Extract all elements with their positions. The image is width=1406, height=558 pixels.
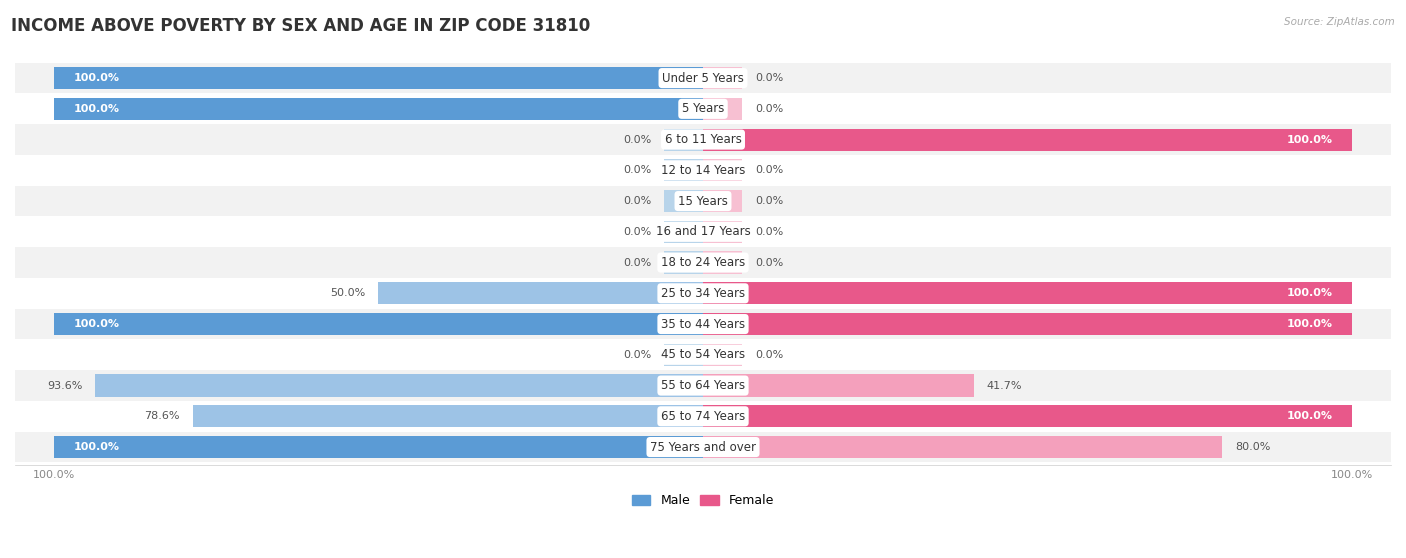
Bar (15, 432, 1391, 463)
Bar (703, 252, 742, 273)
Text: 0.0%: 0.0% (755, 165, 783, 175)
Bar (703, 128, 1353, 151)
Bar (703, 190, 742, 212)
Bar (664, 190, 703, 212)
Text: 0.0%: 0.0% (623, 350, 651, 360)
Bar (703, 374, 974, 397)
Text: 16 and 17 Years: 16 and 17 Years (655, 225, 751, 238)
Bar (703, 159, 742, 181)
Bar (664, 344, 703, 366)
Bar (15, 309, 1391, 339)
Bar (703, 221, 742, 243)
Text: 0.0%: 0.0% (755, 196, 783, 206)
Bar (703, 313, 1353, 335)
Text: 41.7%: 41.7% (987, 381, 1022, 391)
Text: 100.0%: 100.0% (1286, 411, 1333, 421)
Text: 55 to 64 Years: 55 to 64 Years (661, 379, 745, 392)
Bar (664, 252, 703, 273)
Bar (15, 370, 1391, 401)
Bar (15, 339, 1391, 370)
Bar (664, 159, 703, 181)
Bar (664, 128, 703, 151)
Text: 0.0%: 0.0% (623, 165, 651, 175)
Bar (703, 282, 1353, 304)
Text: 0.0%: 0.0% (623, 227, 651, 237)
Text: 12 to 14 Years: 12 to 14 Years (661, 164, 745, 177)
Text: 75 Years and over: 75 Years and over (650, 441, 756, 454)
Text: 0.0%: 0.0% (623, 134, 651, 145)
Text: 0.0%: 0.0% (623, 258, 651, 268)
Text: 0.0%: 0.0% (755, 350, 783, 360)
Bar (664, 221, 703, 243)
Text: 78.6%: 78.6% (145, 411, 180, 421)
Bar (15, 278, 1391, 309)
Text: 6 to 11 Years: 6 to 11 Years (665, 133, 741, 146)
Bar (96, 374, 703, 397)
Bar (53, 98, 703, 120)
Text: 0.0%: 0.0% (755, 227, 783, 237)
Text: 80.0%: 80.0% (1236, 442, 1271, 452)
Text: 100.0%: 100.0% (73, 104, 120, 114)
Bar (378, 282, 703, 304)
Text: 100.0%: 100.0% (1286, 319, 1333, 329)
Bar (703, 436, 1222, 458)
Bar (15, 217, 1391, 247)
Text: 100.0%: 100.0% (1286, 288, 1333, 299)
Bar (53, 313, 703, 335)
Text: 0.0%: 0.0% (755, 258, 783, 268)
Bar (15, 247, 1391, 278)
Text: 100.0%: 100.0% (73, 73, 120, 83)
Text: 0.0%: 0.0% (623, 196, 651, 206)
Text: 18 to 24 Years: 18 to 24 Years (661, 256, 745, 269)
Legend: Male, Female: Male, Female (627, 489, 779, 512)
Text: 25 to 34 Years: 25 to 34 Years (661, 287, 745, 300)
Text: INCOME ABOVE POVERTY BY SEX AND AGE IN ZIP CODE 31810: INCOME ABOVE POVERTY BY SEX AND AGE IN Z… (11, 17, 591, 35)
Bar (703, 98, 742, 120)
Bar (703, 344, 742, 366)
Bar (15, 124, 1391, 155)
Bar (193, 405, 703, 427)
Bar (15, 401, 1391, 432)
Bar (703, 67, 742, 89)
Text: Source: ZipAtlas.com: Source: ZipAtlas.com (1284, 17, 1395, 27)
Text: 0.0%: 0.0% (755, 104, 783, 114)
Text: 45 to 54 Years: 45 to 54 Years (661, 348, 745, 362)
Bar (15, 62, 1391, 93)
Text: Under 5 Years: Under 5 Years (662, 71, 744, 85)
Bar (53, 67, 703, 89)
Text: 35 to 44 Years: 35 to 44 Years (661, 318, 745, 330)
Text: 5 Years: 5 Years (682, 102, 724, 116)
Bar (703, 405, 1353, 427)
Bar (53, 436, 703, 458)
Bar (15, 155, 1391, 186)
Text: 93.6%: 93.6% (48, 381, 83, 391)
Text: 15 Years: 15 Years (678, 195, 728, 208)
Text: 0.0%: 0.0% (755, 73, 783, 83)
Text: 100.0%: 100.0% (73, 319, 120, 329)
Text: 50.0%: 50.0% (330, 288, 366, 299)
Text: 65 to 74 Years: 65 to 74 Years (661, 410, 745, 423)
Text: 100.0%: 100.0% (73, 442, 120, 452)
Text: 100.0%: 100.0% (1286, 134, 1333, 145)
Bar (15, 93, 1391, 124)
Bar (15, 186, 1391, 217)
